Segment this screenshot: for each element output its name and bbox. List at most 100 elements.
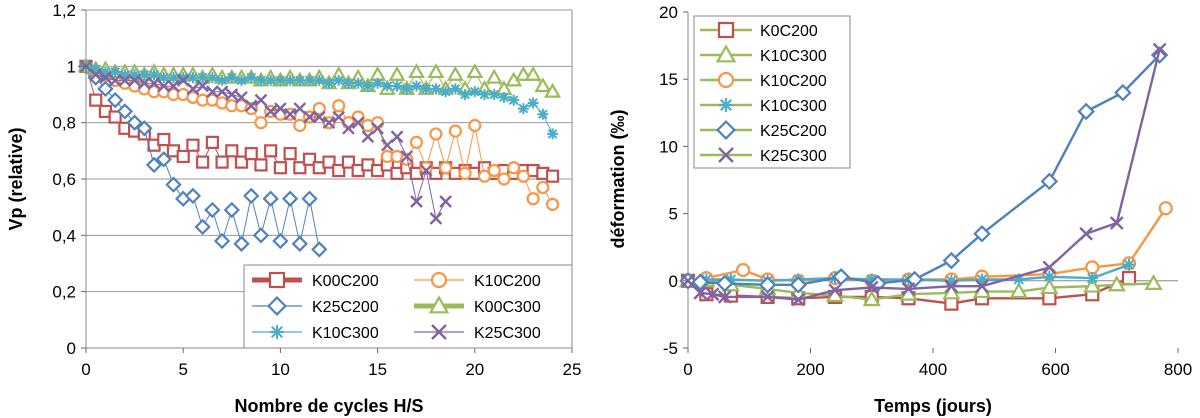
legend-label: K10C300 xyxy=(760,48,827,65)
data-point-k10c300 xyxy=(119,69,131,81)
data-point-k10c300 xyxy=(1083,276,1102,293)
legend-marker xyxy=(719,98,733,112)
data-point-k25c300 xyxy=(410,195,423,208)
legend-label: K0C200 xyxy=(760,23,818,40)
data-point-k10c300 xyxy=(459,89,471,100)
data-point-k00c200 xyxy=(215,155,229,169)
x-tick-label: 0 xyxy=(683,360,692,379)
legend-label: K25C300 xyxy=(760,148,827,165)
data-point-k10c300 xyxy=(1012,273,1025,286)
data-point-k25c300 xyxy=(215,85,229,99)
data-point-k00c200 xyxy=(108,110,122,124)
data-point-k10c300 xyxy=(410,80,422,92)
data-point-k10c300 xyxy=(109,66,121,78)
data-point-k00c200 xyxy=(176,149,190,164)
legend-marker xyxy=(268,271,286,289)
data-point-k25c200 xyxy=(213,232,231,250)
data-point-k25c300 xyxy=(157,79,171,93)
data-point-k00c200 xyxy=(341,155,356,169)
data-point-k25c300 xyxy=(108,74,122,87)
data-point-k10c200 xyxy=(1158,201,1173,216)
series-k25c200 xyxy=(679,46,1169,294)
data-point-k25c200 xyxy=(905,270,924,289)
data-point-k25c300 xyxy=(196,79,209,93)
data-point-k10c200 xyxy=(545,197,560,211)
data-point-k25c200 xyxy=(204,201,221,219)
data-point-k10c200 xyxy=(439,161,453,175)
data-point-k10c300 xyxy=(537,108,549,120)
legend-marker xyxy=(431,324,447,340)
data-point-k10c300 xyxy=(313,74,325,86)
data-point-k10c300 xyxy=(865,273,878,286)
y-axis-title-right: déformation (‰) xyxy=(608,110,628,249)
y-tick-label: 0,4 xyxy=(52,226,76,245)
data-point-k10c300 xyxy=(333,74,345,86)
data-point-k10c200 xyxy=(254,116,268,130)
legend-marker xyxy=(717,21,735,39)
x-axis-title-left: Nombre de cycles H/S xyxy=(234,396,423,416)
data-point-k10c300 xyxy=(945,274,958,287)
series-k25c200 xyxy=(77,58,328,258)
data-point-k25c300 xyxy=(371,121,384,135)
data-point-k25c300 xyxy=(342,121,355,135)
data-point-k10c300 xyxy=(206,72,218,84)
data-point-k10c300 xyxy=(265,74,277,86)
data-point-k25c200 xyxy=(126,114,143,131)
data-point-k0c200 xyxy=(1121,271,1137,286)
data-point-k10c300 xyxy=(479,89,491,100)
y-tick-label: 20 xyxy=(659,3,678,22)
data-point-k25c300 xyxy=(944,279,959,294)
data-point-k10c300 xyxy=(138,69,150,81)
data-point-k00c300 xyxy=(427,63,445,79)
x-tick-label: 0 xyxy=(81,360,90,379)
data-point-k25c300 xyxy=(760,290,775,304)
data-point-k0c200 xyxy=(944,296,959,311)
legend-marker xyxy=(270,325,284,339)
y-tick-label: 1,2 xyxy=(52,1,76,20)
data-point-k00c200 xyxy=(89,93,103,107)
data-point-k10c300 xyxy=(488,89,500,100)
data-point-k10c300 xyxy=(177,72,189,84)
data-point-k25c300 xyxy=(137,76,151,90)
data-point-k10c300 xyxy=(440,86,452,98)
y-tick-label: 1 xyxy=(67,57,76,76)
y-tick-label: 0 xyxy=(67,339,76,358)
data-point-k25c300 xyxy=(254,93,268,107)
data-point-k25c200 xyxy=(691,273,710,291)
legend-marker xyxy=(430,271,448,289)
data-point-k10c200 xyxy=(526,192,540,206)
data-point-k25c300 xyxy=(283,107,297,121)
data-point-k25c200 xyxy=(301,190,318,207)
data-point-k10c200 xyxy=(1085,260,1100,275)
data-point-k00c200 xyxy=(157,132,171,147)
data-point-k00c300 xyxy=(446,65,464,81)
y-tick-label: 15 xyxy=(659,70,678,89)
data-point-k10c300 xyxy=(1107,275,1126,292)
data-point-k10c300 xyxy=(527,97,539,109)
data-point-k25c300 xyxy=(717,290,732,304)
data-point-k25c200 xyxy=(155,151,172,168)
data-point-k00c200 xyxy=(244,147,258,161)
data-point-k10c300 xyxy=(226,72,238,84)
legend-box-right xyxy=(693,15,851,169)
data-point-k25c300 xyxy=(147,76,161,90)
data-point-k10c300 xyxy=(420,83,432,95)
data-point-k25c200 xyxy=(291,235,308,252)
data-point-k00c200 xyxy=(264,144,278,158)
x-tick-label: 25 xyxy=(563,360,582,379)
data-point-k10c200 xyxy=(516,169,531,183)
x-tick-label: 400 xyxy=(919,360,947,379)
legend-item-k10c300: K10C300 xyxy=(700,44,827,65)
data-point-k10c300 xyxy=(187,72,199,84)
data-point-k10c300 xyxy=(148,69,160,81)
data-point-k10c200 xyxy=(371,116,385,130)
data-point-k25c200 xyxy=(194,218,211,236)
data-point-k10c200 xyxy=(487,163,501,178)
chart-left: 0 0,2 0,4 0,6 0,8 1 1,2 0 5 10 15 20 25 Nombre de c… xyxy=(6,1,581,416)
x-tick-label: 20 xyxy=(465,360,484,379)
data-point-k25c300 xyxy=(429,212,443,225)
data-point-k25c300 xyxy=(901,282,916,296)
data-point-k00c300 xyxy=(407,63,425,79)
x-tick-label: 5 xyxy=(178,360,187,379)
